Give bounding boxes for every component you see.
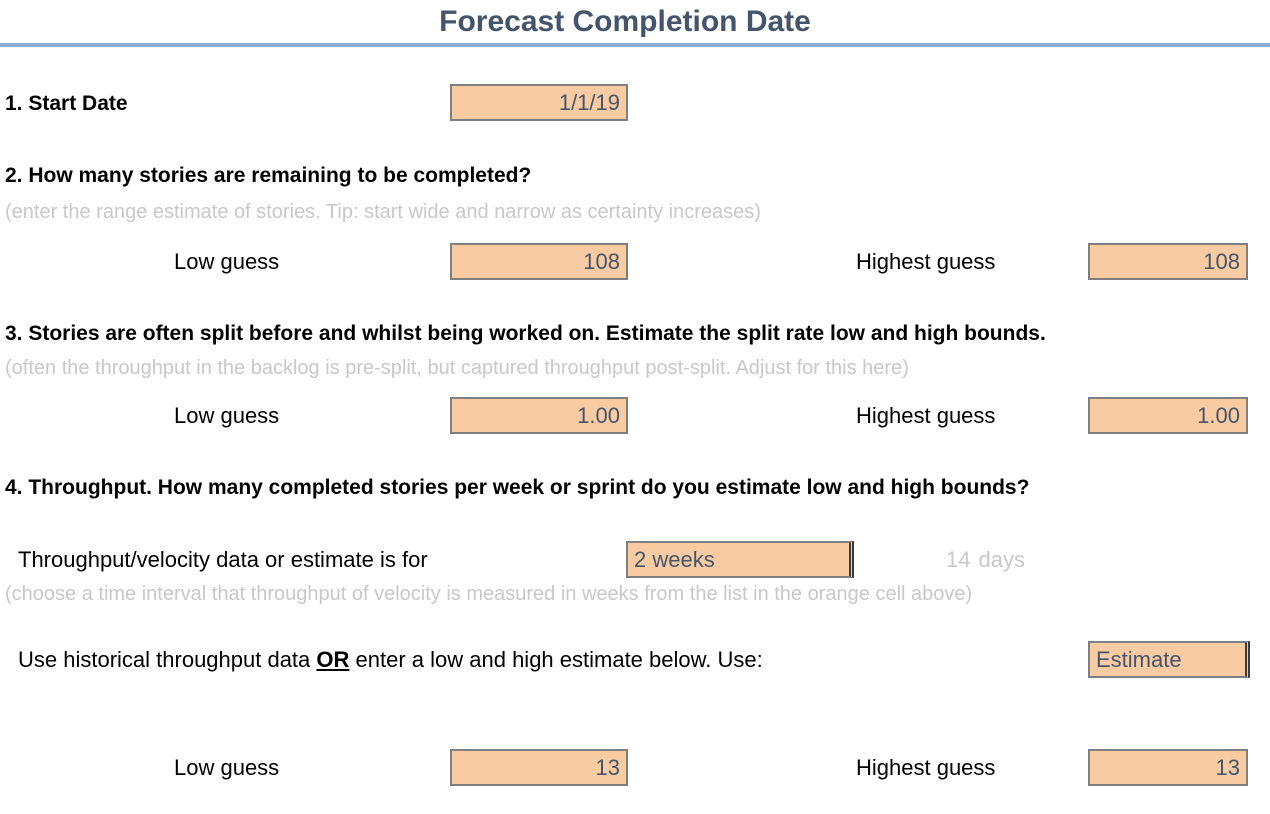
- page-title: Forecast Completion Date: [439, 5, 811, 38]
- start-date-label: 1. Start Date: [5, 92, 128, 115]
- throughput-interval-hint: (choose a time interval that throughput …: [5, 583, 973, 605]
- throughput-source-label-post: enter a low and high estimate below. Use…: [349, 647, 763, 672]
- split-hint: (often the throughput in the backlog is …: [5, 357, 909, 379]
- throughput-source-label: Use historical throughput data OR enter …: [18, 645, 763, 675]
- throughput-source-label-or: OR: [316, 647, 350, 672]
- split-high-label: Highest guess: [856, 403, 996, 428]
- throughput-low-label: Low guess: [174, 755, 280, 780]
- split-low-input[interactable]: 1.00: [450, 397, 628, 434]
- split-heading: 3. Stories are often split before and wh…: [5, 322, 1046, 345]
- throughput-heading: 4. Throughput. How many completed storie…: [5, 476, 1030, 499]
- throughput-low-input[interactable]: 13: [450, 749, 628, 786]
- interval-days-unit: days: [978, 547, 1025, 572]
- stories-low-label: Low guess: [174, 249, 280, 274]
- throughput-source-label-pre: Use historical throughput data: [18, 647, 317, 672]
- stories-heading: 2. How many stories are remaining to be …: [5, 164, 532, 187]
- stories-high-input[interactable]: 108: [1088, 243, 1248, 280]
- stories-high-label: Highest guess: [856, 249, 996, 274]
- interval-days-count: 14: [946, 547, 971, 572]
- start-date-input[interactable]: 1/1/19: [450, 84, 628, 121]
- throughput-high-input[interactable]: 13: [1088, 749, 1248, 786]
- throughput-interval-label: Throughput/velocity data or estimate is …: [18, 547, 428, 572]
- interval-days-readout: 14 days: [946, 545, 1033, 575]
- split-low-label: Low guess: [174, 403, 280, 428]
- split-high-input[interactable]: 1.00: [1088, 397, 1248, 434]
- title-underline: [0, 43, 1270, 47]
- stories-hint: (enter the range estimate of stories. Ti…: [5, 201, 761, 223]
- throughput-high-label: Highest guess: [856, 755, 996, 780]
- throughput-interval-select[interactable]: 2 weeks: [626, 541, 854, 578]
- throughput-source-select[interactable]: Estimate: [1088, 641, 1250, 678]
- stories-low-input[interactable]: 108: [450, 243, 628, 280]
